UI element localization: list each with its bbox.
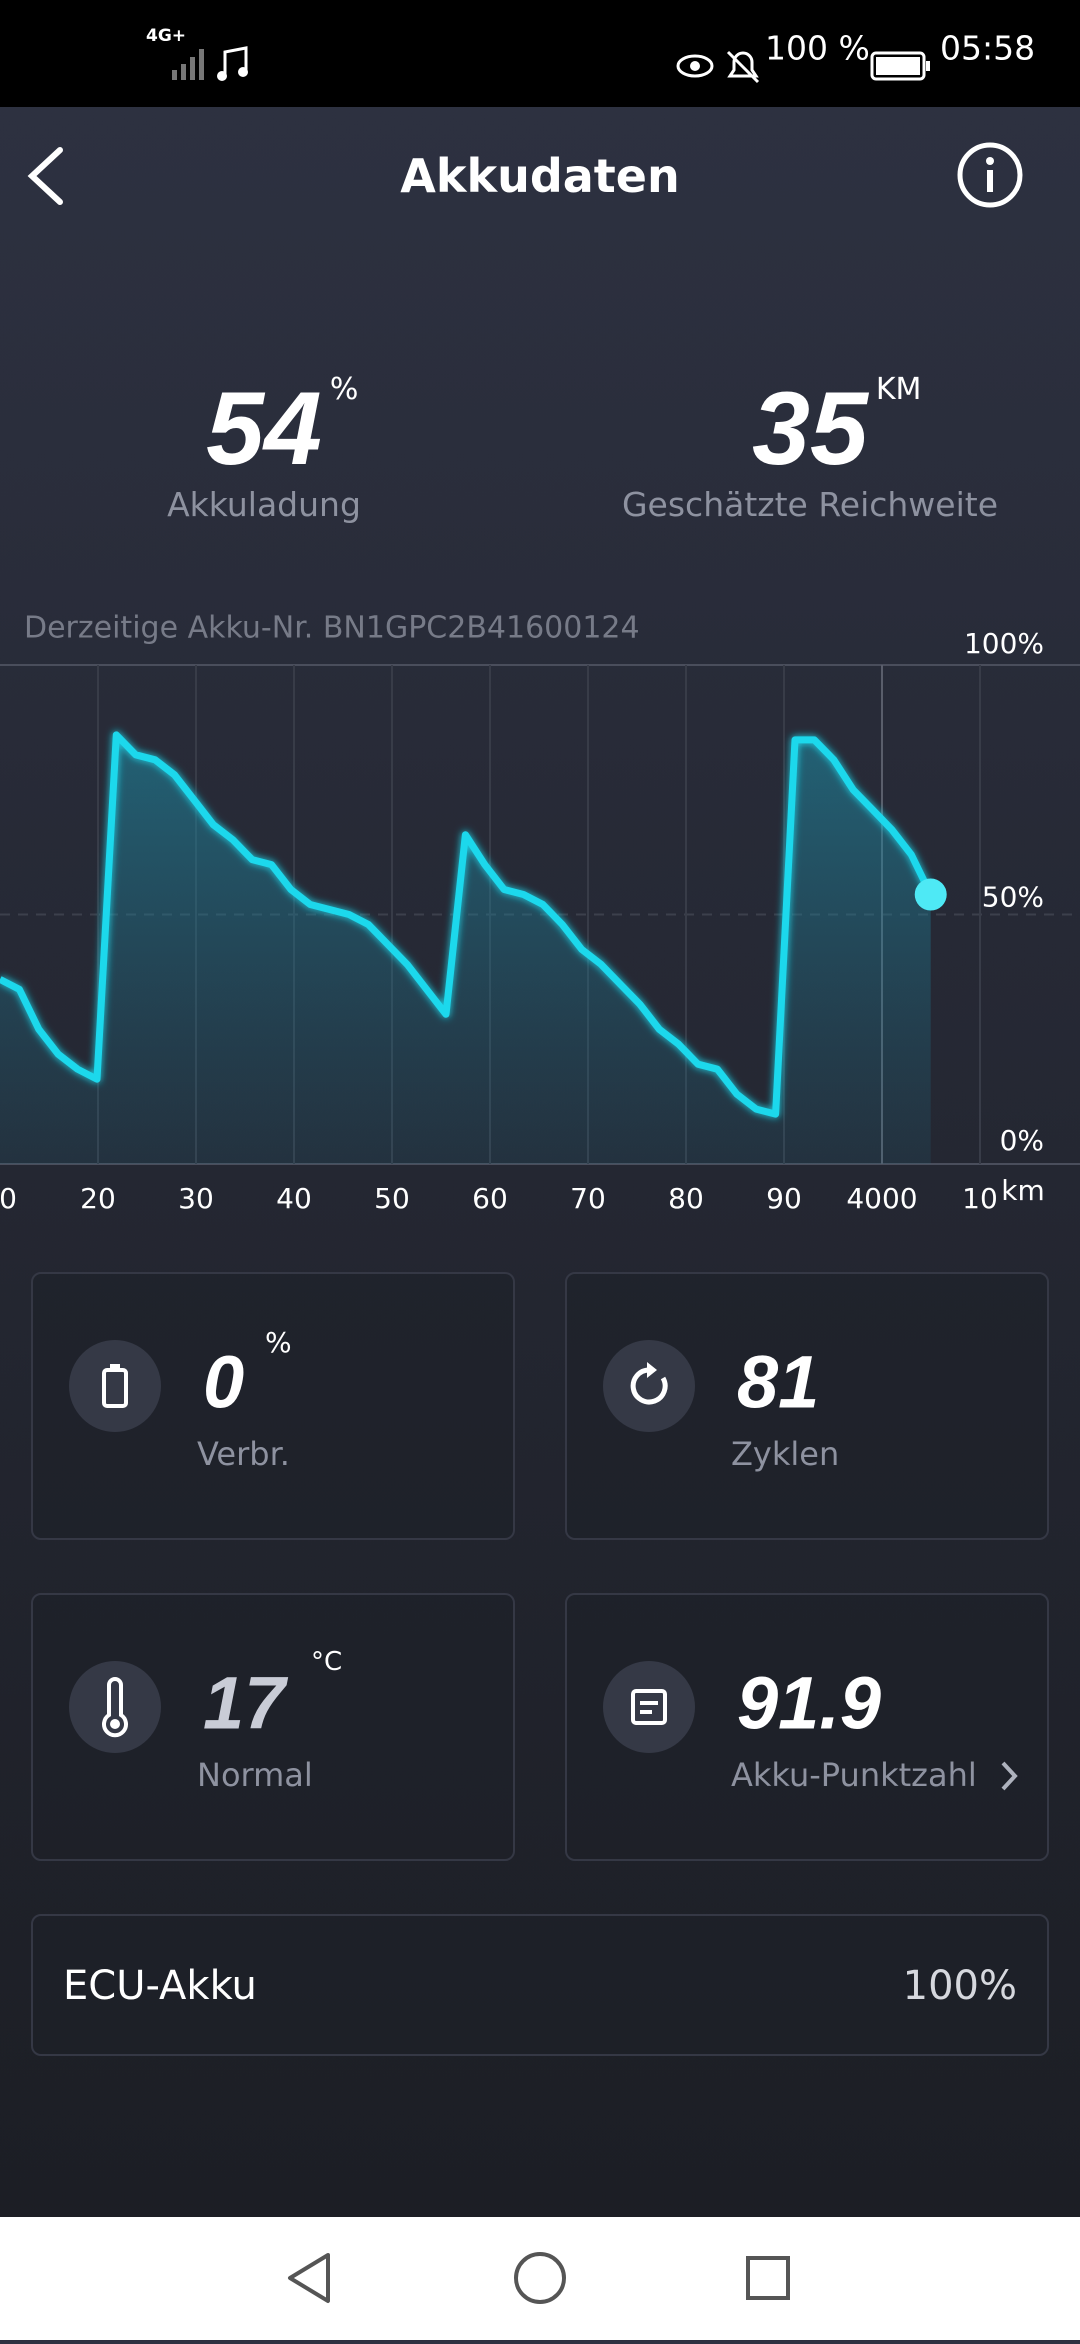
x-tick-label: 80 — [668, 1182, 704, 1215]
card-value: 81 — [737, 1340, 820, 1424]
range-value: 35 — [752, 371, 868, 487]
info-button[interactable] — [955, 140, 1025, 210]
range-block: 35 KM Geschätzte Reichweite — [610, 370, 1010, 524]
x-tick-label: 4000 — [846, 1182, 917, 1215]
nav-home[interactable] — [514, 2252, 566, 2304]
cycle-icon — [603, 1340, 695, 1432]
chevron — [1001, 1761, 1018, 1791]
charge-label: Akkuladung — [167, 485, 361, 524]
x-tick-label: 20 — [80, 1182, 116, 1215]
card-label: Normal — [197, 1756, 313, 1794]
battery-icon — [870, 51, 930, 81]
y-tick-label: 0% — [1000, 1124, 1044, 1157]
thermometer-icon — [69, 1661, 161, 1753]
x-unit: km — [1001, 1174, 1045, 1207]
ecu-label: ECU-Akku — [63, 1963, 257, 2009]
x-tick-label: 60 — [472, 1182, 508, 1215]
consumption-card: 0 % Verbr. — [31, 1272, 515, 1540]
nav-recent[interactable] — [746, 2256, 790, 2300]
music-icon — [217, 46, 248, 81]
line — [0, 731, 934, 1118]
ecu-value: 100% — [902, 1963, 1017, 2009]
card-label: Zyklen — [731, 1435, 840, 1473]
range-label: Geschätzte Reichweite — [621, 485, 999, 524]
charge-block: 54 % Akkuladung — [114, 370, 414, 524]
charge-value: 54 — [206, 371, 322, 487]
network: 4G+ — [146, 26, 187, 46]
score-card[interactable]: 91.9 Akku-Punktzahl — [565, 1593, 1049, 1861]
y-tick-label: 50% — [982, 881, 1044, 914]
ecu-card: ECU-Akku 100% — [31, 1914, 1049, 2056]
charge-unit: % — [329, 372, 359, 407]
card-label: Akku-Punktzahl — [731, 1756, 977, 1794]
card-value: 91.9 — [737, 1661, 882, 1745]
card-label: Verbr. — [197, 1435, 290, 1473]
nav-back[interactable] — [288, 2253, 330, 2303]
x-tick-label: 90 — [766, 1182, 802, 1215]
x-tick-label: 70 — [570, 1182, 606, 1215]
clock: 05:58 — [940, 28, 1036, 68]
card-unit: °C — [311, 1647, 343, 1677]
battery-icon — [69, 1340, 161, 1432]
card-value: 17 — [203, 1661, 286, 1745]
battery-percent: 100 % — [765, 28, 870, 68]
x-tick-label: 10 — [962, 1182, 998, 1215]
y-tick-label: 100% — [964, 627, 1044, 660]
temperature-card: 17 °C Normal — [31, 1593, 515, 1861]
battery-id: Derzeitige Akku-Nr. BN1GPC2B41600124 — [24, 610, 640, 646]
x-tick-label: 50 — [374, 1182, 410, 1215]
back-button[interactable] — [22, 144, 68, 208]
cycles-card: 81 Zyklen — [565, 1272, 1049, 1540]
signal-icon — [172, 49, 204, 80]
range-unit: KM — [875, 372, 922, 407]
x-tick-label: 40 — [276, 1182, 312, 1215]
chart: 0% 50% 100% 0 20 30 40 50 60 70 80 90 4000 10 km — [0, 627, 1080, 1215]
eye-bell-icons — [676, 50, 760, 84]
card-value: 0 — [203, 1340, 245, 1424]
card-unit: % — [265, 1326, 292, 1359]
current-point — [914, 878, 947, 911]
x-tick-label: 30 — [178, 1182, 214, 1215]
page-title: Akkudaten — [400, 149, 680, 203]
x-tick-label: 0 — [0, 1182, 17, 1215]
navigation-bar — [0, 2217, 1080, 2340]
nav-icons — [288, 2252, 790, 2304]
score-icon — [603, 1661, 695, 1753]
status-bar: 4G+ 100 % 05:58 — [0, 0, 1080, 107]
